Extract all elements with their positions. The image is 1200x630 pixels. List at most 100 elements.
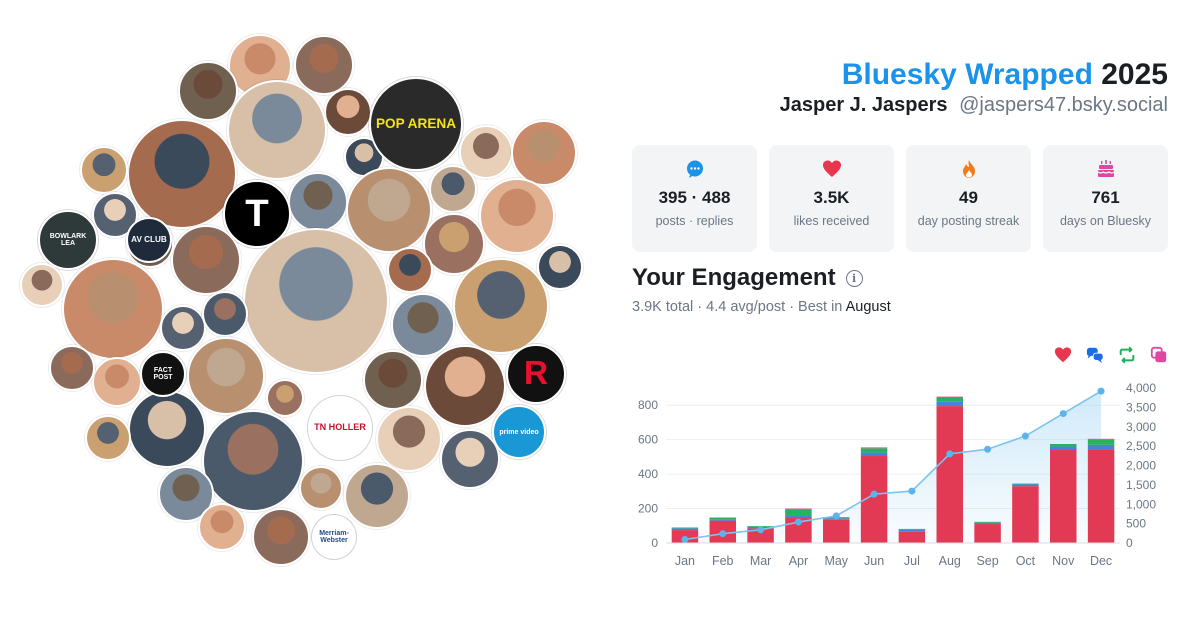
- bar-reposts: [1012, 483, 1039, 485]
- logo-label: BOWLARK LEA: [49, 233, 87, 247]
- heart-icon[interactable]: [1054, 346, 1072, 364]
- logo-avatar[interactable]: AV CLUB: [126, 217, 172, 263]
- avatar[interactable]: [423, 213, 485, 275]
- info-icon[interactable]: i: [845, 269, 863, 287]
- cumulative-point: [681, 536, 689, 544]
- bar-likes: [1050, 450, 1077, 543]
- avatar[interactable]: [266, 379, 304, 417]
- avatar[interactable]: [92, 357, 142, 407]
- avatar[interactable]: [20, 263, 64, 307]
- repost-icon[interactable]: [1118, 346, 1136, 364]
- flame-icon: [906, 159, 1031, 179]
- logo-label: POP ARENA: [375, 116, 457, 132]
- brand-title: Bluesky Wrapped: [841, 58, 1093, 91]
- avatar[interactable]: [299, 466, 343, 510]
- avatar[interactable]: [429, 165, 477, 213]
- avatar[interactable]: [202, 291, 248, 337]
- avatar[interactable]: [294, 35, 354, 95]
- bar-reposts: [709, 517, 736, 520]
- x-tick-label: Sep: [976, 554, 998, 568]
- quote-icon[interactable]: [1150, 346, 1168, 364]
- avatar[interactable]: [424, 345, 506, 427]
- avatar[interactable]: [171, 225, 241, 295]
- cumulative-point: [946, 450, 954, 458]
- avatar[interactable]: [252, 508, 310, 566]
- user-handle: @jaspers47.bsky.social: [959, 94, 1168, 116]
- avatar[interactable]: [227, 80, 327, 180]
- stat-label: posts · replies: [655, 214, 734, 228]
- x-tick-label: Jul: [904, 554, 920, 568]
- bar-replies: [1012, 484, 1039, 487]
- cumulative-point: [832, 512, 840, 520]
- cake-icon: [1043, 159, 1168, 179]
- avatar[interactable]: [288, 172, 348, 232]
- logo-avatar[interactable]: prime video: [492, 405, 546, 459]
- avatar[interactable]: [453, 258, 549, 354]
- heart-icon: [769, 159, 894, 179]
- avatar[interactable]: [62, 258, 164, 360]
- avatar[interactable]: [178, 61, 238, 121]
- avatar[interactable]: [537, 244, 583, 290]
- x-tick-label: Mar: [750, 554, 772, 568]
- avatar[interactable]: [479, 178, 555, 254]
- stat-value: 395 · 488: [658, 188, 731, 207]
- engagement-title: Your Engagement: [632, 264, 836, 291]
- avatar[interactable]: [85, 415, 131, 461]
- bar-replies: [898, 529, 926, 532]
- avatar[interactable]: [511, 120, 577, 186]
- avatar[interactable]: [387, 247, 433, 293]
- cumulative-point: [1059, 410, 1067, 418]
- logo-avatar[interactable]: FACT POST: [140, 351, 186, 397]
- y-tick-label: 400: [638, 467, 658, 481]
- engagement-summary: 3.9K total · 4.4 avg/post · Best in Augu…: [632, 299, 891, 315]
- avatar[interactable]: [49, 345, 95, 391]
- x-tick-label: May: [824, 554, 848, 568]
- x-tick-label: Oct: [1016, 554, 1036, 568]
- avatar[interactable]: [80, 146, 128, 194]
- avatar[interactable]: [391, 293, 455, 357]
- logo-label: prime video: [499, 428, 539, 436]
- avatar[interactable]: [440, 429, 500, 489]
- bar-likes: [898, 531, 926, 543]
- engagement-chart: 0 200 400 600 800 0 500 1,000 1,500 2,000 2,500 3,0…: [638, 381, 1156, 568]
- logo-avatar[interactable]: BOWLARK LEA: [38, 210, 98, 270]
- logo-avatar[interactable]: POP ARENA: [369, 77, 463, 171]
- avatar[interactable]: [243, 228, 389, 374]
- bar-quotes: [1087, 438, 1115, 440]
- y2-tick-label: 1,500: [1126, 478, 1156, 492]
- avatar[interactable]: [346, 167, 432, 253]
- y-tick-label: 800: [638, 398, 658, 412]
- logo-label: AV CLUB: [131, 234, 167, 244]
- stats-row: 395 · 488 posts · replies 3.5K likes rec…: [632, 145, 1168, 252]
- avatar[interactable]: [324, 88, 372, 136]
- avatar[interactable]: [128, 390, 206, 468]
- engagement-avg: 4.4 avg/post: [706, 299, 786, 315]
- logo-avatar[interactable]: R: [506, 344, 566, 404]
- avatar[interactable]: [202, 410, 304, 512]
- logo-avatar[interactable]: T: [223, 180, 291, 248]
- avatar[interactable]: [376, 406, 442, 472]
- bar-replies: [1050, 446, 1077, 450]
- stat-card-days: 761 days on Bluesky: [1043, 145, 1168, 252]
- cumulative-point: [719, 530, 727, 538]
- bar-replies: [709, 519, 736, 521]
- logo-avatar[interactable]: TN HOLLER: [308, 396, 372, 460]
- page-title: Bluesky Wrapped 2025: [842, 58, 1168, 92]
- bar-quotes: [785, 508, 812, 510]
- logo-avatar[interactable]: Merriam-Webster: [312, 515, 356, 559]
- best-month: August: [845, 299, 891, 315]
- avatar[interactable]: [187, 337, 265, 415]
- cumulative-point: [794, 518, 802, 526]
- logo-label: TN HOLLER: [314, 422, 366, 433]
- avatar[interactable]: [127, 119, 237, 229]
- avatar[interactable]: [344, 463, 410, 529]
- cumulative-point: [1097, 387, 1105, 395]
- avatar[interactable]: [198, 503, 246, 551]
- avatar[interactable]: [363, 350, 423, 410]
- reply-icon[interactable]: [1086, 346, 1104, 364]
- bar-reposts: [785, 509, 812, 516]
- avatar[interactable]: [160, 305, 206, 351]
- bar-reposts: [860, 448, 888, 453]
- bar-quotes: [860, 447, 888, 449]
